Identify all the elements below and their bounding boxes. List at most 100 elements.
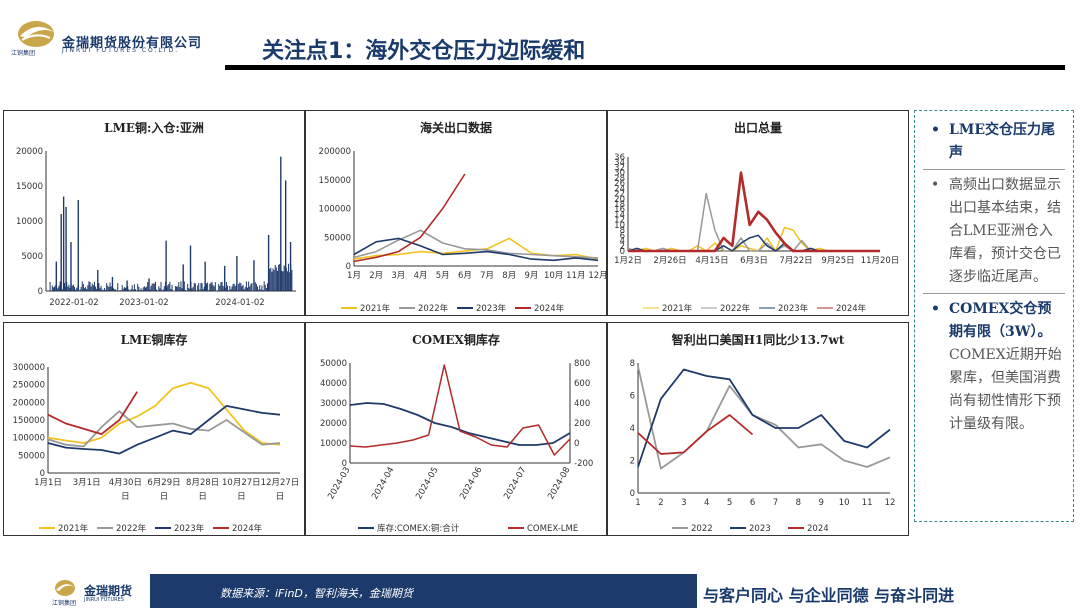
x-tick-label: 10 (839, 498, 850, 508)
footer-group: 江铜集团 (52, 600, 77, 607)
y-tick-label: 4 (620, 237, 625, 247)
company-name-en: JINRUI FUTURES CO.LTD. (62, 47, 180, 54)
series-line (47, 410, 281, 448)
y-tick-label: 10000 (320, 439, 347, 449)
y-tick-label: 10 (614, 221, 625, 231)
y-tick-label: 0 (346, 262, 351, 272)
x-tick-label: 3 (681, 498, 686, 508)
x-tick-label-2: 日 (198, 492, 207, 502)
x-tick-label: 10月 (544, 271, 563, 281)
y-tick-label: 2 (620, 242, 625, 252)
chart-lme-asia-inflow: LME铜:入仓:亚洲 20000 15000 10000 5000 0 2022-01-0… (3, 110, 305, 316)
x-tick-label: 12 (885, 498, 896, 508)
chart-title: LME铜:入仓:亚洲 (104, 121, 204, 135)
legend-label: 2023 (749, 524, 771, 534)
y-tick-label: 40000 (320, 379, 347, 389)
y-tick-label: 2 (630, 457, 635, 467)
x-tick-label-2: 日 (237, 492, 246, 502)
y-tick-label: 20 (614, 195, 625, 205)
series-line (637, 368, 891, 468)
y-tick-label: 150000 (319, 176, 351, 186)
x-tick-label: 7 (773, 498, 778, 508)
x-tick-label: 9月 (524, 271, 538, 281)
x-tick-label: 8月28日 (186, 478, 219, 488)
y-tick-label: 30000 (320, 399, 347, 409)
y-tick-label: 30 (614, 169, 625, 179)
x-tick-label: 11月 (566, 271, 585, 281)
x-tick-label: 10月27日 (222, 478, 261, 488)
chart-comex-inventory: COMEX铜库存 50000 40000 30000 20000 10000 0 800 60… (305, 322, 607, 536)
chart-title: LME铜库存 (120, 333, 188, 347)
x-tick-label: 11月20日 (861, 256, 900, 266)
y-tick-label: 34 (614, 158, 625, 168)
y-tick-label: 100000 (13, 434, 45, 444)
summary-box: LME交仓压力尾声 高频出口数据显示出口基本结束，结合LME亚洲仓入库看，预计交… (914, 110, 1074, 522)
x-tick-label: 6 (750, 498, 755, 508)
y-tick-label: 14 (614, 210, 625, 220)
chart-customs-export: 海关出口数据 200000 150000 100000 50000 0 1月 2月 3月 4月 5… (305, 110, 607, 316)
x-tick-label: 6月29日 (147, 478, 180, 488)
legend-label: 2021年 (662, 303, 693, 314)
legend-label: 2022 (691, 524, 713, 534)
data-source: 数据来源：iFinD，智利海关，金瑞期货 (220, 587, 413, 600)
chart-title: 出口总量 (733, 121, 782, 135)
x-tick-label: 4月15日 (695, 256, 728, 266)
y-tick-label: 28 (614, 174, 625, 184)
y-tick-label: 5000 (21, 252, 43, 262)
series-line (353, 237, 599, 262)
series-line (353, 229, 599, 259)
y-tick-label: 0 (40, 469, 45, 479)
x-tick-label: 2月26日 (653, 256, 686, 266)
series-line (349, 364, 571, 456)
x-tick-label: 3月 (391, 271, 405, 281)
legend-label: 2022年 (116, 523, 147, 534)
legend-label: 2024年 (534, 303, 565, 314)
y-tick-label: 200000 (13, 398, 45, 408)
series-line (628, 226, 880, 252)
y-tick-label: 100000 (319, 205, 351, 215)
x-tick-label: 1月 (347, 271, 361, 281)
y-tick-label-right: 200 (574, 419, 590, 429)
x-tick-label: 12月 (588, 271, 607, 281)
x-tick-label: 2024-06 (458, 466, 484, 502)
series-line (47, 382, 281, 446)
divider (923, 293, 1065, 294)
x-tick-label: 8月 (502, 271, 516, 281)
legend-label: 库存:COMEX:铜:合计 (377, 523, 460, 534)
x-tick-label: 1月1日 (34, 478, 62, 488)
group-name: 江铜集团 (11, 50, 36, 57)
y-tick-label: 50000 (324, 233, 351, 243)
summary-heading-2: COMEX交仓预期有限（3W）。 (923, 298, 1065, 344)
x-tick-label: 5月 (436, 271, 450, 281)
footer-slogan: 与客户同心 与企业同德 与奋斗同进 (703, 586, 955, 605)
chart-title: COMEX铜库存 (412, 333, 500, 347)
series-line (349, 402, 571, 446)
legend-label: 2021年 (58, 523, 89, 534)
x-tick-label-2: 日 (121, 492, 130, 502)
y-tick-label: 15000 (16, 182, 43, 192)
y-tick-label: 8 (630, 359, 635, 369)
y-tick-label: 6 (620, 231, 625, 241)
x-tick-label: 8 (796, 498, 801, 508)
page-title: 关注点1：海外交仓压力边际缓和 (262, 39, 586, 64)
y-tick-label-right: 400 (574, 399, 590, 409)
legend-label: 2022年 (418, 303, 449, 314)
series-line (47, 405, 281, 455)
legend-label: 2024年 (836, 303, 867, 314)
jinrui-logo-icon (18, 21, 54, 47)
legend-label: COMEX-LME (527, 524, 578, 534)
footer-logo-en: JINRUI FUTURES (84, 597, 124, 603)
chart-total-export: 出口总量 36 34 32 30 28 26 24 22 20 18 16 14 12 10 8 6 4 2 0 1月… (607, 110, 909, 316)
legend-label: 2022年 (720, 303, 751, 314)
chart-chile-export-us: 智利出口美国H1同比少13.7wt 8 6 4 2 0 1 2 3 4 5 6 7 8 9 10 11 12 20… (607, 322, 909, 536)
series-line (627, 192, 880, 252)
legend-label: 2023年 (778, 303, 809, 314)
y-tick-label: 32 (614, 163, 625, 173)
y-tick-label: 0 (38, 287, 43, 297)
x-tick-label: 2024-07 (502, 466, 528, 502)
x-tick-label: 5 (727, 498, 732, 508)
x-tick-label: 4月 (414, 271, 428, 281)
title-divider (225, 65, 1065, 70)
x-tick-label: 2024-01-02 (215, 298, 264, 308)
